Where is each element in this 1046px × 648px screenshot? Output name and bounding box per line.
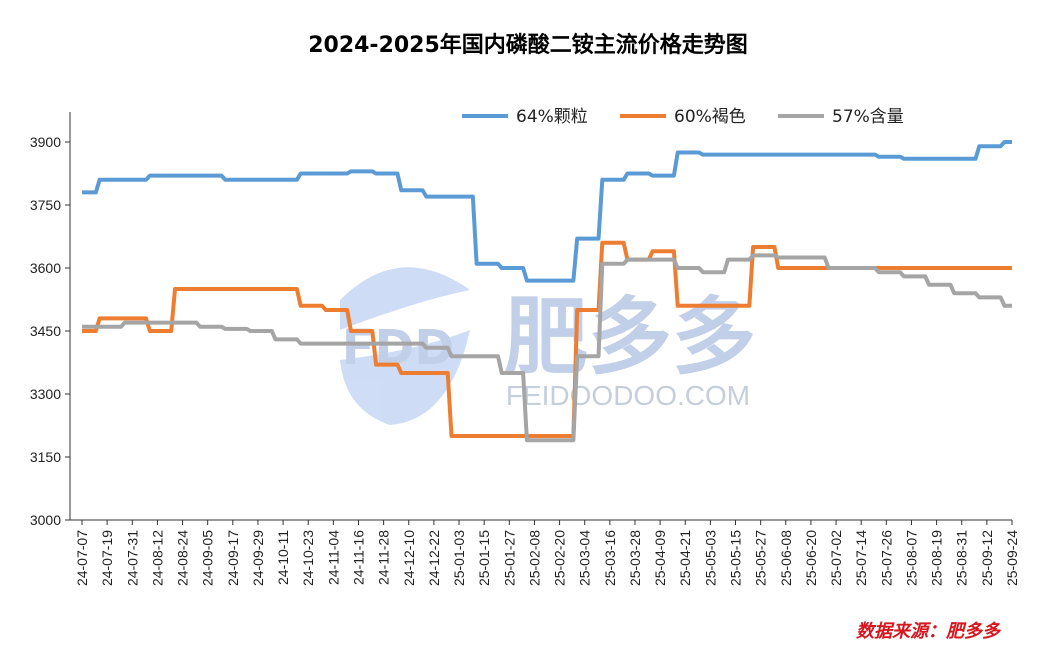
x-tick-label: 24-11-04 [325, 530, 341, 585]
legend: 64%颗粒 60%褐色 57%含量 [462, 107, 904, 127]
x-tick-label: 25-08-19 [929, 530, 945, 586]
x-tick-label: 25-02-20 [552, 530, 568, 586]
x-tick-label: 25-09-12 [979, 530, 995, 586]
series-line-0 [82, 140, 1012, 283]
x-tick-label: 25-03-16 [602, 530, 618, 586]
x-tick-label: 24-11-16 [350, 530, 366, 585]
x-tick-label: 25-05-03 [702, 530, 718, 586]
x-tick-label: 25-02-08 [526, 530, 542, 586]
x-tick-label: 25-08-07 [903, 530, 919, 586]
x-tick-label: 24-07-31 [124, 530, 140, 586]
x-tick-label: 25-06-20 [803, 530, 819, 586]
x-tick-label: 24-08-12 [149, 530, 165, 586]
x-tick-label: 25-03-28 [627, 530, 643, 586]
x-tick-label: 25-08-31 [954, 530, 970, 586]
x-tick-label: 24-09-29 [250, 530, 266, 586]
y-tick-label: 3900 [30, 134, 61, 150]
y-tick-label: 3600 [30, 260, 61, 276]
legend-label-2: 57%含量 [832, 107, 904, 127]
x-tick-label: 24-12-10 [401, 530, 417, 586]
x-tick-label: 24-10-23 [300, 530, 316, 586]
x-tick-label: 24-12-22 [426, 530, 442, 586]
x-tick-label: 24-10-11 [275, 530, 291, 585]
source-note: 数据来源：肥多多 [856, 621, 1002, 642]
x-tick-label: 24-09-17 [225, 530, 241, 586]
x-tick-label: 24-09-05 [200, 530, 216, 586]
x-tick-label: 25-04-09 [652, 530, 668, 586]
y-tick-label: 3450 [30, 323, 61, 339]
x-tick-label: 25-03-04 [577, 530, 593, 586]
series-layer [82, 140, 1012, 443]
x-tick-label: 25-07-26 [878, 530, 894, 586]
watermark-domain: FEIDOODOO.COM [506, 380, 750, 411]
x-tick-label: 24-07-19 [99, 530, 115, 586]
x-tick-label: 24-08-24 [175, 530, 191, 586]
y-tick-label: 3750 [30, 197, 61, 213]
x-tick-label: 25-05-27 [753, 530, 769, 586]
watermark: FDD 肥多多 FEIDOODOO.COM [340, 267, 756, 425]
x-tick-label: 24-11-28 [376, 530, 392, 585]
y-tick-label: 3150 [30, 449, 61, 465]
chart-title: 2024-2025年国内磷酸二铵主流价格走势图 [308, 32, 748, 58]
x-tick-label: 25-07-02 [828, 530, 844, 586]
axes: 3000 3150 3300 3450 3600 3750 3900 24-07-07 24-0… [30, 112, 1020, 586]
watermark-name: 肥多多 [504, 288, 756, 386]
y-tick-label: 3000 [30, 512, 61, 528]
legend-label-0: 64%颗粒 [516, 107, 588, 127]
x-tick-label: 25-09-24 [1004, 530, 1020, 586]
x-tick-label: 25-04-21 [677, 530, 693, 586]
x-tick-label: 25-06-08 [778, 530, 794, 586]
y-tick-label: 3300 [30, 386, 61, 402]
x-tick-label: 25-07-14 [853, 530, 869, 586]
x-tick-label: 25-01-03 [451, 530, 467, 586]
series-line-2 [82, 253, 1012, 443]
x-tick-label: 24-07-07 [74, 530, 90, 586]
x-tick-label: 25-01-15 [476, 530, 492, 586]
legend-label-1: 60%褐色 [674, 107, 746, 127]
x-tick-label: 25-01-27 [501, 530, 517, 586]
watermark-logo-icon [340, 267, 470, 425]
x-tick-label: 25-05-15 [728, 530, 744, 586]
